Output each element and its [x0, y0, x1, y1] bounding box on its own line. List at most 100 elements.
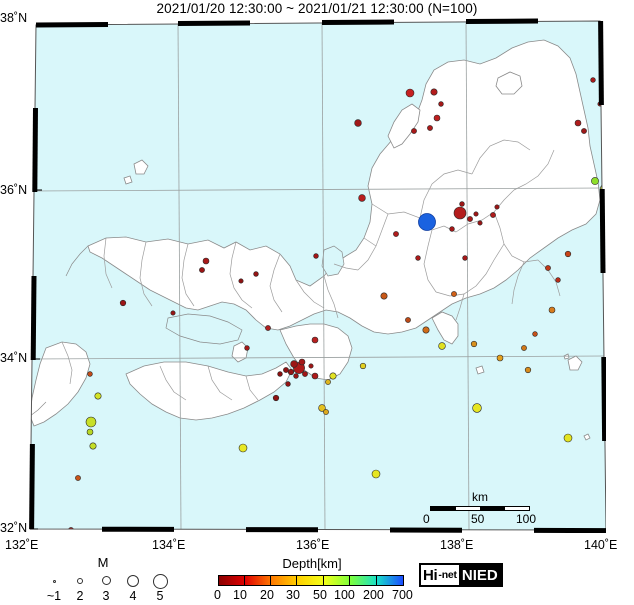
epicenter-marker[interactable] [548, 306, 556, 314]
epicenter-marker[interactable] [545, 265, 551, 271]
epicenter-marker[interactable] [358, 194, 366, 202]
epicenter-marker[interactable] [467, 216, 473, 222]
map-canvas[interactable] [28, 18, 606, 533]
epicenter-marker[interactable] [238, 443, 248, 453]
scale-label-100: 100 [516, 512, 537, 526]
kii-peninsula [279, 323, 353, 381]
scale-bar-track [430, 506, 530, 511]
epicenter-marker[interactable] [265, 325, 271, 331]
mag-symbol-2 [77, 578, 83, 584]
epicenter-marker[interactable] [199, 267, 205, 273]
epicenter-marker[interactable] [473, 211, 479, 217]
coastline-detail [30, 245, 89, 417]
epicenter-marker[interactable] [325, 379, 331, 385]
epicenter-marker[interactable] [591, 177, 599, 185]
epicenter-marker[interactable] [555, 277, 561, 283]
epicenter-marker[interactable] [563, 433, 573, 443]
epicenter-marker[interactable] [490, 212, 496, 218]
epicenter-marker[interactable] [393, 231, 399, 237]
epicenter-marker[interactable] [354, 119, 362, 127]
epicenter-marker[interactable] [253, 271, 259, 277]
epicenter-marker[interactable] [238, 278, 244, 284]
depth-legend-labels: 0 10 20 30 50 100 200 700 [206, 588, 418, 603]
epicenter-marker[interactable] [272, 394, 280, 402]
epicenter-marker[interactable] [524, 366, 532, 374]
meridian-138 [465, 21, 470, 530]
epicenter-marker[interactable] [119, 299, 127, 307]
epicenter-marker[interactable] [415, 255, 421, 261]
epicenter-marker[interactable] [532, 331, 538, 337]
epicenter-marker[interactable] [451, 291, 457, 297]
epicenter-marker[interactable] [318, 404, 326, 412]
epicenter-marker[interactable] [449, 226, 455, 232]
epicenter-marker[interactable] [283, 367, 289, 373]
epicenter-marker[interactable] [323, 409, 329, 415]
logo-net-text: -net [438, 569, 457, 581]
epicenter-marker[interactable] [453, 206, 467, 220]
epicenter-marker[interactable] [89, 442, 97, 450]
epicenter-marker[interactable] [290, 360, 298, 368]
prefecture-boundaries [61, 139, 561, 401]
epicenter-marker[interactable] [581, 128, 587, 134]
epicenter-marker[interactable] [359, 362, 367, 370]
epicenter-marker[interactable] [285, 381, 291, 387]
epicenter-marker[interactable] [202, 257, 210, 265]
epicenter-marker[interactable] [496, 354, 504, 362]
land-polygons [30, 39, 601, 441]
epicenter-marker[interactable] [86, 428, 94, 436]
depth-label-20: 20 [260, 588, 274, 602]
epicenter-marker[interactable] [75, 475, 81, 481]
epicenter-marker[interactable] [422, 326, 430, 334]
epicenter-marker[interactable] [85, 416, 97, 428]
seismicity-map[interactable] [28, 18, 606, 533]
depth-label-200: 200 [363, 588, 384, 602]
epicenter-marker[interactable] [329, 372, 337, 380]
parallel-36 [31, 187, 605, 192]
epicenter-marker[interactable] [311, 372, 319, 380]
epicenter-marker-deep[interactable] [418, 213, 436, 231]
epicenter-marker[interactable] [277, 371, 283, 377]
epicenter-marker[interactable] [298, 358, 306, 366]
epicenter-marker[interactable] [68, 527, 74, 532]
axis-label-lat-34: 34˚N [0, 351, 28, 365]
epicenter-marker[interactable] [438, 101, 444, 107]
epicenter-marker[interactable] [287, 368, 295, 376]
epicenter-marker[interactable] [308, 363, 314, 369]
depth-label-100: 100 [334, 588, 355, 602]
epicenter-marker[interactable] [438, 342, 446, 350]
epicenter-marker[interactable] [87, 371, 93, 377]
epicenter-marker[interactable] [477, 220, 483, 226]
depth-tick-30 [296, 575, 297, 586]
epicenter-marker[interactable] [574, 119, 582, 127]
epicenter-marker[interactable] [590, 77, 596, 83]
epicenter-marker[interactable] [302, 371, 308, 377]
epicenter-marker[interactable] [427, 125, 433, 131]
epicenter-marker[interactable] [521, 345, 527, 351]
scale-seg-2 [480, 507, 505, 510]
epicenter-marker[interactable] [293, 373, 299, 379]
epicenter-marker[interactable] [564, 250, 572, 258]
epicenter-marker[interactable] [405, 317, 411, 323]
epicenter-marker[interactable] [380, 292, 388, 300]
epicenter-marker[interactable] [459, 201, 465, 207]
epicenter-marker[interactable] [494, 204, 500, 210]
depth-label-0: 0 [214, 588, 221, 602]
epicenter-marker[interactable] [94, 392, 102, 400]
inland-water [165, 245, 345, 345]
epicenter-marker[interactable] [411, 128, 417, 134]
logo-nied-text: NIED [458, 565, 501, 585]
epicenter-marker[interactable] [405, 88, 415, 98]
epicenter-marker[interactable] [313, 253, 319, 259]
epicenter-marker[interactable] [472, 403, 482, 413]
epicenter-marker[interactable] [170, 310, 176, 316]
izu-peninsula [431, 311, 459, 345]
epicenter-marker[interactable] [371, 469, 381, 479]
epicenter-marker[interactable] [433, 114, 441, 122]
map-frame [29, 18, 606, 533]
epicenter-marker[interactable] [311, 336, 319, 344]
depth-colorbar [218, 575, 404, 586]
epicenter-marker[interactable] [244, 345, 250, 351]
epicenter-marker[interactable] [462, 255, 468, 261]
epicenter-marker[interactable] [470, 340, 478, 348]
epicenter-marker[interactable] [430, 88, 438, 96]
